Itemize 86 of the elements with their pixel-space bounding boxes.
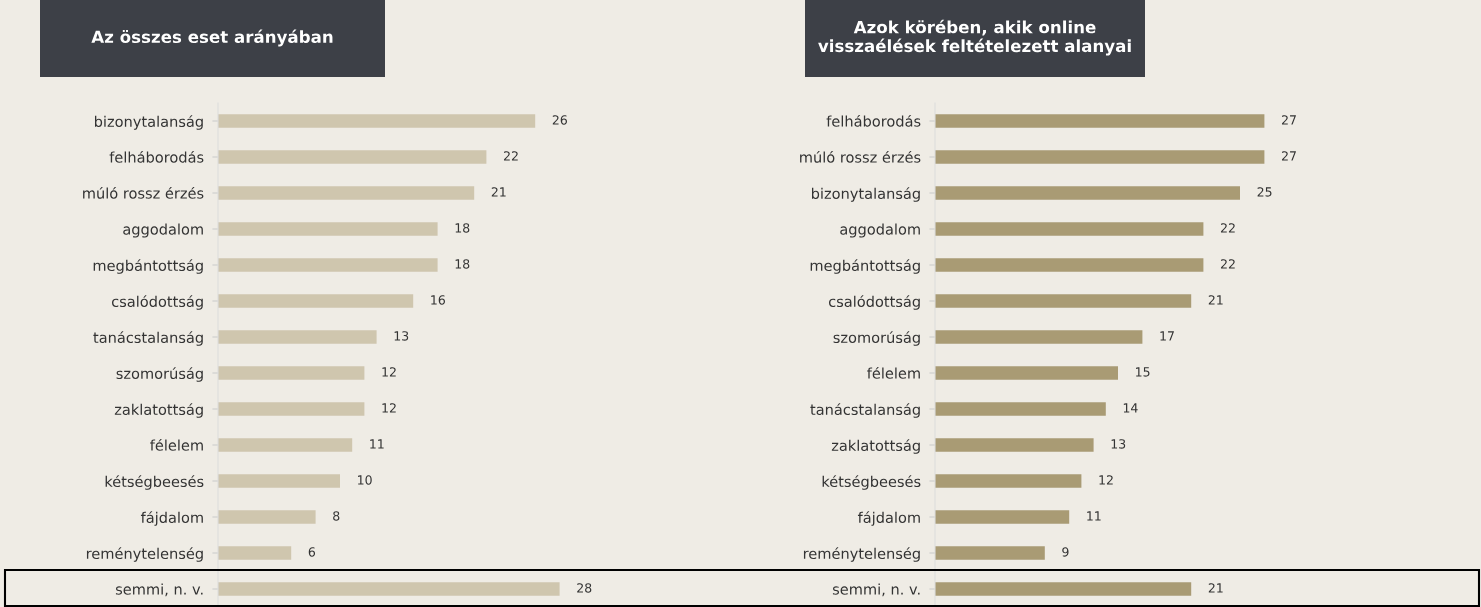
data-label: 11 [1087, 511, 1101, 521]
bar [935, 150, 1265, 164]
y-tick-label: zaklatottság [831, 439, 920, 454]
bar [218, 150, 487, 164]
y-tick-label: bizonytalanság [95, 115, 203, 130]
y-tick-label: felháborodás [109, 150, 204, 163]
bar [218, 546, 292, 560]
data-label: 26 [552, 115, 567, 125]
bar [935, 258, 1204, 272]
bar [218, 366, 365, 380]
bar [935, 330, 1143, 344]
data-label: 13 [394, 331, 409, 341]
bar [935, 438, 1094, 452]
y-tick-label: reménytelenség [86, 547, 203, 562]
y-tick-label: múló rossz érzés [83, 186, 204, 199]
y-tick-label: megbántottság [93, 259, 203, 274]
data-label: 18 [455, 223, 470, 233]
bar [218, 330, 377, 344]
bar [218, 258, 438, 272]
data-label: 8 [333, 511, 340, 521]
data-label: 17 [1160, 331, 1174, 341]
data-label: 21 [1208, 583, 1223, 593]
y-tick-label: megbántottság [810, 259, 920, 274]
y-tick-label: tanácstalanság [810, 403, 920, 418]
data-label: 27 [1281, 115, 1296, 125]
bar [935, 402, 1106, 416]
y-tick-label: felháborodás [826, 114, 921, 127]
y-tick-label: szomorúság [833, 331, 920, 346]
data-label: 15 [1136, 367, 1150, 377]
y-tick-label: aggodalom [840, 223, 920, 238]
y-tick-label: kétségbeesés [822, 475, 921, 490]
data-label: 12 [1099, 475, 1113, 485]
bar [218, 222, 438, 236]
data-label: 22 [1220, 259, 1235, 269]
data-label: 27 [1281, 151, 1296, 161]
data-label: 11 [370, 439, 384, 449]
y-tick-label: semmi, n. v. [115, 583, 203, 597]
bar [935, 546, 1045, 560]
y-tick-label: zaklatottság [114, 403, 203, 418]
bar [218, 438, 353, 452]
bar [935, 510, 1070, 524]
data-label: 22 [503, 151, 518, 161]
y-tick-label: aggodalom [123, 223, 203, 238]
data-label: 13 [1111, 439, 1126, 449]
bar [935, 186, 1240, 200]
bar [935, 582, 1192, 596]
bar [935, 474, 1082, 488]
data-label: 25 [1257, 187, 1272, 197]
data-label: 16 [431, 295, 445, 305]
bar [935, 294, 1192, 308]
y-tick-label: bizonytalanság [812, 187, 920, 202]
data-label: 22 [1220, 223, 1235, 233]
data-label: 9 [1062, 547, 1069, 557]
y-tick-label: fájdalom [140, 511, 203, 526]
y-tick-label: félelem [867, 366, 920, 379]
bar [935, 222, 1204, 236]
data-label: 21 [491, 187, 506, 197]
data-label: 12 [382, 403, 396, 413]
bar [218, 294, 414, 308]
y-tick-label: tanácstalanság [93, 331, 203, 346]
bar [218, 510, 316, 524]
bar [218, 186, 475, 200]
bar [218, 582, 560, 596]
y-tick-label: csalódottság [828, 295, 920, 310]
y-tick-label: múló rossz érzés [800, 150, 921, 163]
data-label: 6 [308, 547, 316, 557]
data-label: 12 [382, 367, 396, 377]
bar [218, 474, 340, 488]
data-label: 21 [1208, 295, 1223, 305]
data-label: 14 [1123, 403, 1138, 413]
y-tick-label: kétségbeesés [105, 475, 204, 490]
chart-title: Az összes eset arányában [91, 29, 333, 47]
y-tick-label: fájdalom [857, 511, 920, 526]
y-tick-label: szomorúság [116, 367, 203, 382]
y-tick-label: csalódottság [111, 295, 203, 310]
bar [935, 366, 1118, 380]
data-label: 18 [455, 259, 470, 269]
bar [218, 402, 365, 416]
bar [935, 114, 1265, 128]
data-label: 10 [358, 475, 372, 485]
data-label: 28 [577, 583, 592, 593]
y-tick-label: semmi, n. v. [832, 583, 920, 597]
y-tick-label: reménytelenség [803, 547, 920, 562]
bar [218, 114, 536, 128]
chart-title: Azok körében, akik online visszaélések feltételezett alanyai [818, 19, 1131, 56]
y-tick-label: félelem [150, 438, 203, 451]
